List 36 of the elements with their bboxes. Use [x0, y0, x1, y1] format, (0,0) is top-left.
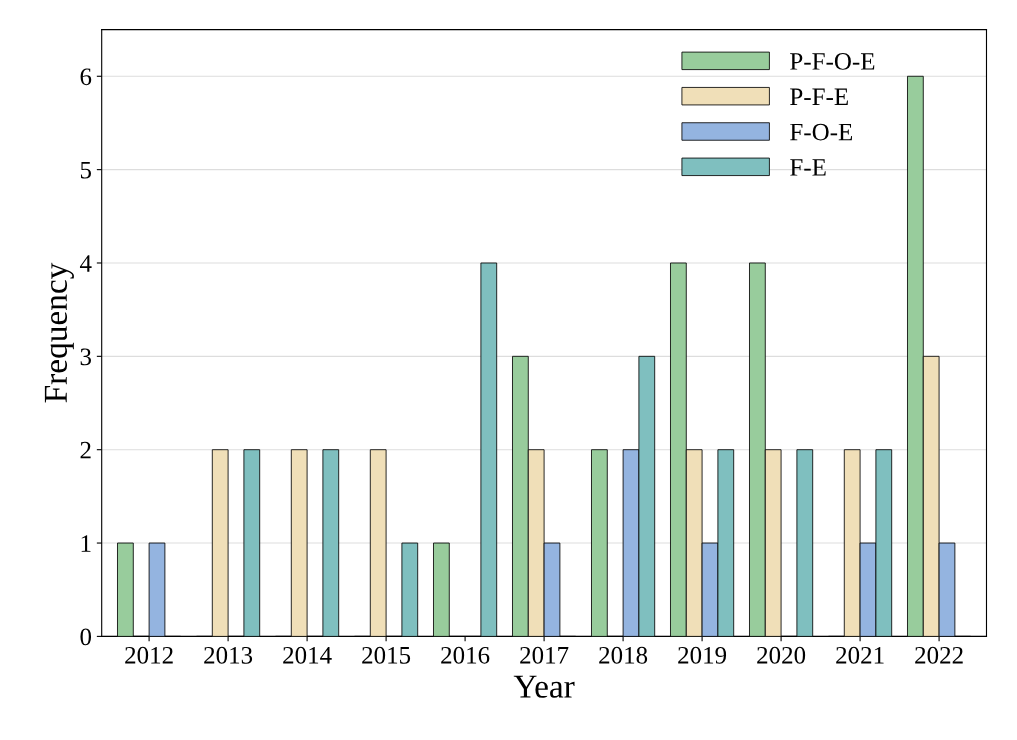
x-axis-title: Year — [513, 675, 575, 698]
bar — [433, 542, 450, 637]
x-tick-label: 2016 — [441, 646, 490, 664]
y-tick-label: 4 — [79, 255, 92, 272]
x-tick-label: 2022 — [915, 646, 963, 664]
y-tick-label: 5 — [80, 161, 91, 179]
legend-label: F-O-E — [790, 123, 853, 141]
x-tick-label: 2019 — [678, 646, 727, 664]
bar — [243, 449, 261, 637]
bar — [117, 542, 134, 637]
y-tick-label: 0 — [80, 628, 92, 646]
x-tick-label: 2018 — [599, 646, 648, 664]
legend-label: P-F-E — [790, 88, 848, 105]
bar — [369, 449, 387, 637]
bar — [591, 449, 608, 637]
y-tick-label: 3 — [80, 348, 91, 366]
y-tick-label: 1 — [81, 535, 91, 552]
x-tick-label: 2021 — [836, 646, 884, 664]
y-tick-label: 6 — [80, 68, 92, 86]
bar — [401, 542, 419, 637]
legend-label: F-E — [790, 159, 826, 176]
x-tick-label: 2020 — [757, 646, 806, 664]
y-tick-label: 2 — [80, 441, 91, 459]
bar — [480, 262, 498, 637]
bar — [211, 449, 229, 637]
x-tick-label: 2017 — [520, 646, 569, 664]
y-axis-title: Frequency — [44, 262, 74, 403]
x-tick-label: 2013 — [204, 646, 253, 664]
x-tick-label: 2015 — [362, 646, 411, 664]
bar — [322, 449, 340, 637]
bar — [148, 542, 166, 637]
x-tick-label: 2014 — [283, 646, 332, 664]
bar — [290, 449, 308, 637]
x-tick-label: 2012 — [125, 646, 173, 664]
bar — [796, 449, 814, 637]
legend-label: P-F-O-E — [790, 53, 875, 70]
